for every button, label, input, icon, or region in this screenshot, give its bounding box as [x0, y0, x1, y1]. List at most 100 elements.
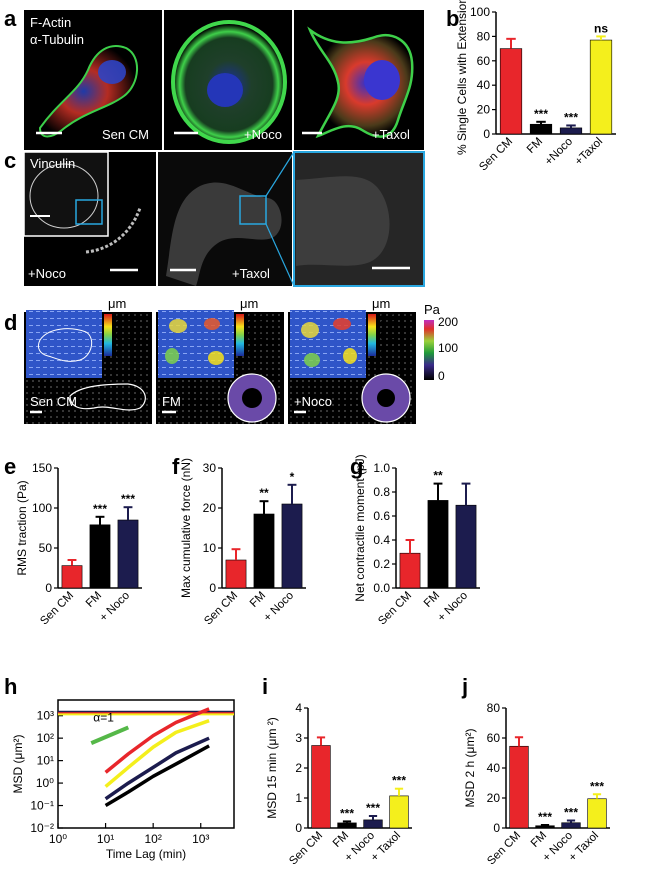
y-tick-label: 100 — [470, 5, 490, 19]
category-label: FM — [84, 590, 104, 610]
cell-taxol — [307, 26, 414, 139]
colorbar-um — [104, 314, 112, 356]
nucleus-sen-cm — [98, 60, 126, 84]
significance-label: * — [290, 470, 295, 484]
bar — [61, 565, 83, 589]
panel-label-h: h — [4, 674, 17, 699]
category-label: FM — [331, 830, 351, 850]
significance-label: ns — [594, 21, 608, 35]
bar — [589, 39, 613, 135]
category-label: FM — [525, 136, 545, 156]
nucleus-noco — [207, 73, 243, 107]
x-tick-label: 10⁰ — [49, 832, 67, 846]
label-sen-cm: Sen CM — [102, 127, 149, 142]
um-tick: 1.0 — [116, 311, 133, 325]
label-d-noco: +Noco — [294, 394, 332, 409]
y-tick-label: 1.0 — [373, 461, 390, 475]
alpha-annotation: α=1 — [93, 710, 114, 724]
category-label: + Noco — [262, 590, 296, 624]
pa-tick: 200 — [438, 315, 458, 329]
category-label: +Noco — [543, 136, 575, 168]
category-label: +Taxol — [573, 136, 605, 168]
um-tick: 1.0 — [380, 311, 397, 325]
colorbar-pa — [424, 320, 434, 380]
label-c-taxol: +Taxol — [232, 266, 270, 281]
significance-label: *** — [590, 779, 604, 793]
y-tick-label: 0 — [493, 821, 500, 835]
heatmap-fm — [158, 310, 234, 378]
unit-um: μm — [240, 296, 258, 311]
um-tick: 0.5 — [380, 329, 397, 343]
slope-reference-line — [90, 725, 130, 745]
bar — [363, 819, 383, 829]
y-tick-label: 40 — [487, 761, 501, 775]
hotspot-noco — [304, 353, 320, 367]
y-axis-label: MSD 2 h (μm²) — [463, 729, 477, 808]
bar — [559, 127, 583, 135]
hotspot-fm — [169, 319, 187, 333]
significance-label: *** — [538, 810, 552, 824]
category-label: Sen CM — [376, 590, 414, 628]
bar — [337, 822, 357, 829]
y-tick-label: 80 — [477, 29, 491, 43]
colorbar-um — [236, 314, 244, 356]
panel-label-c: c — [4, 148, 16, 173]
y-tick-label: 0 — [209, 581, 216, 595]
y-tick-label: 100 — [32, 501, 52, 515]
bar — [535, 825, 555, 829]
bar — [399, 552, 421, 589]
um-tick: 0.5 — [116, 329, 133, 343]
unit-pa: Pa — [424, 302, 441, 317]
category-label: Sen CM — [38, 590, 76, 628]
panel-d: d μm 1.0 0.5 0 Sen CM μm 1.0 0.5 0 FM — [4, 296, 458, 424]
hotspot-fm — [204, 318, 220, 330]
category-label: Sen CM — [202, 590, 240, 628]
y-tick-label: 10⁻¹ — [30, 799, 54, 813]
chart-b: 0 20 40 60 80 100% Single Cells with Extensio… — [455, 0, 616, 173]
inset-roi — [75, 199, 103, 225]
legend-tubulin: α-Tubulin — [30, 32, 84, 47]
roi-taxol — [239, 195, 267, 225]
significance-label: *** — [534, 107, 548, 121]
um-tick: 1.0 — [248, 311, 265, 325]
bar — [311, 745, 331, 829]
pa-tick: 100 — [438, 341, 458, 355]
label-taxol: +Taxol — [372, 127, 410, 142]
y-tick-label: 4 — [295, 701, 302, 715]
hotspot-fm — [165, 348, 179, 364]
panel-label-j: j — [461, 674, 468, 699]
um-tick: 0 — [116, 347, 123, 361]
bar — [89, 524, 111, 589]
significance-label: ** — [433, 469, 443, 483]
zoom-cell — [296, 176, 390, 266]
y-tick-label: 3 — [295, 731, 302, 745]
y-tick-label: 40 — [477, 78, 491, 92]
inset-vinculin — [23, 151, 109, 237]
bar — [455, 504, 477, 589]
significance-label: ** — [259, 486, 269, 500]
pa-tick: 0 — [438, 369, 445, 383]
msd-series — [104, 719, 210, 788]
chart-g: 0.0 0.2 0.4 0.6 0.8 1.0 Net contractile moment… — [353, 454, 480, 627]
unit-um: μm — [372, 296, 390, 311]
label-vinculin: Vinculin — [30, 156, 75, 171]
category-label: + Taxol — [567, 830, 601, 864]
panel-a: F-Actin α-Tubulin Sen CM +Noco +Taxol a — [4, 6, 424, 150]
y-tick-label: 10⁻² — [30, 821, 54, 835]
panel-label-i: i — [262, 674, 268, 699]
panel-c: Vinculin +Noco +Taxol c — [4, 148, 425, 287]
nucleus-taxol — [364, 60, 400, 100]
stress-center-noco — [377, 389, 395, 407]
y-tick-label: 30 — [203, 461, 217, 475]
y-axis-label: Max cumulative force (nN) — [179, 458, 193, 598]
msd-series — [104, 736, 210, 801]
hotspot-fm — [208, 351, 224, 365]
y-tick-label: 10³ — [37, 709, 54, 723]
y-tick-label: 0.6 — [373, 509, 390, 523]
outline-sen-cm-inset — [37, 328, 93, 362]
bar — [509, 745, 529, 829]
